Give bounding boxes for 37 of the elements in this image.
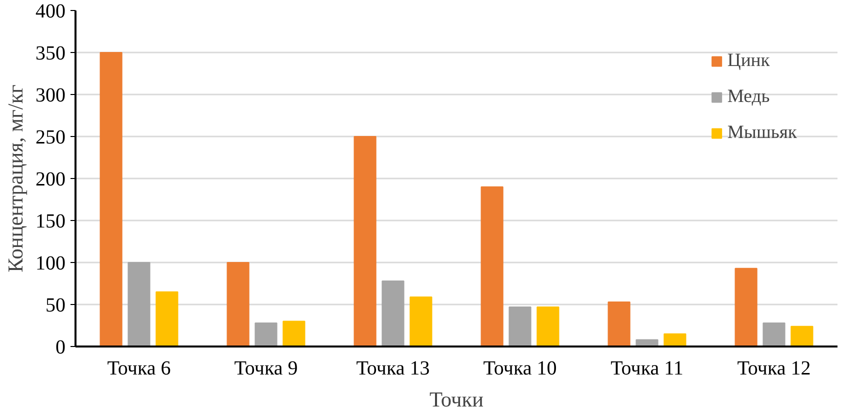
x-tick-label: Точка 6 (107, 358, 171, 380)
bar (100, 52, 122, 346)
y-tick-label: 300 (36, 84, 66, 106)
legend-label: Цинк (727, 50, 770, 72)
legend-label: Медь (727, 86, 770, 108)
x-tick-label: Точка 10 (483, 358, 557, 380)
y-tick-label: 350 (36, 42, 66, 64)
bar (734, 268, 758, 346)
y-tick-label: 50 (46, 294, 66, 316)
bar (226, 262, 250, 346)
bar (480, 186, 504, 346)
bar (410, 296, 432, 346)
bar (282, 320, 306, 346)
bar (790, 326, 814, 346)
x-tick-label: Точка 9 (234, 358, 298, 380)
bar (664, 333, 686, 346)
y-tick-label: 250 (36, 126, 66, 148)
legend-label: Мышьяк (727, 122, 797, 144)
x-tick-label: Точка 11 (610, 358, 684, 380)
bar (128, 262, 150, 346)
y-tick-label: 400 (36, 0, 66, 22)
y-tick-label: 100 (36, 252, 66, 274)
bar (156, 291, 178, 346)
x-axis-title: Точки (429, 388, 484, 412)
y-axis-title: Концентрация, мг/кг (4, 84, 28, 272)
bar (382, 280, 404, 346)
bar (508, 306, 532, 346)
bar (608, 301, 630, 346)
bar (536, 306, 560, 346)
y-tick-label: 0 (56, 336, 66, 358)
y-tick-label: 150 (36, 210, 66, 232)
bar (762, 322, 786, 346)
bar (354, 136, 376, 346)
x-tick-label: Точка 13 (356, 358, 430, 380)
bar (254, 322, 278, 346)
y-tick-label: 200 (36, 168, 66, 190)
x-tick-label: Точка 12 (737, 358, 811, 380)
